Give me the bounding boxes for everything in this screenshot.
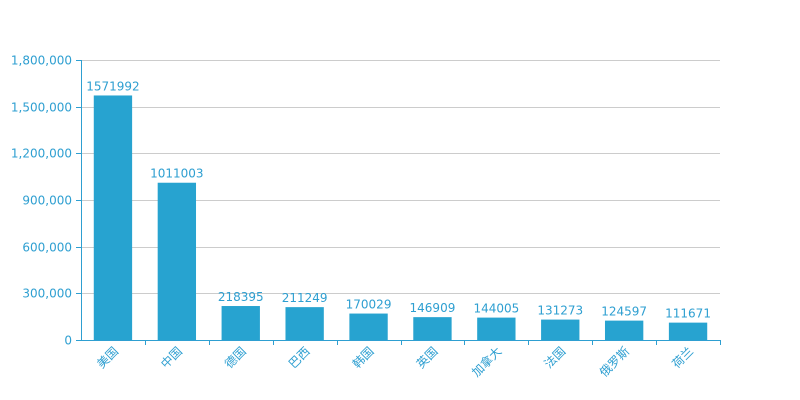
data-label: 131273 xyxy=(537,304,583,318)
bar xyxy=(221,306,260,340)
data-label: 211249 xyxy=(282,291,328,305)
x-category-label: 巴西 xyxy=(286,344,313,371)
y-tick-label: 600,000 xyxy=(22,241,72,255)
y-tick-label: 900,000 xyxy=(22,194,72,208)
x-category-label: 英国 xyxy=(414,344,441,371)
y-tick-label: 300,000 xyxy=(22,287,72,301)
axes xyxy=(76,60,721,345)
bar xyxy=(541,319,580,340)
data-label: 146909 xyxy=(410,301,456,315)
data-label: 218395 xyxy=(218,290,264,304)
y-tick-label: 0 xyxy=(64,334,72,348)
y-tick-label: 1,800,000 xyxy=(11,54,72,68)
bar xyxy=(349,313,388,340)
data-label: 170029 xyxy=(346,298,392,312)
x-category-label: 美国 xyxy=(94,344,121,371)
x-category-label: 荷兰 xyxy=(669,344,696,371)
bar xyxy=(157,182,197,340)
x-category-label: 加拿大 xyxy=(468,344,504,380)
x-category-label: 俄罗斯 xyxy=(597,344,632,379)
data-label: 111671 xyxy=(665,307,711,321)
x-category-label: 中国 xyxy=(157,344,185,372)
y-tick-label: 1,500,000 xyxy=(11,101,72,115)
bar xyxy=(93,95,133,340)
bar xyxy=(413,317,452,340)
bars xyxy=(93,95,708,340)
bar xyxy=(604,320,644,340)
data-label: 1571992 xyxy=(86,79,139,93)
x-category-label: 韩国 xyxy=(349,344,377,372)
data-label: 1011003 xyxy=(150,167,203,181)
bar xyxy=(285,307,324,340)
x-category-label: 德国 xyxy=(221,344,249,372)
bar xyxy=(477,317,516,340)
bar xyxy=(668,322,708,340)
data-label: 124597 xyxy=(601,305,647,319)
data-label: 144005 xyxy=(473,302,519,316)
y-tick-label: 1,200,000 xyxy=(11,147,72,161)
x-category-label: 法国 xyxy=(541,344,568,371)
